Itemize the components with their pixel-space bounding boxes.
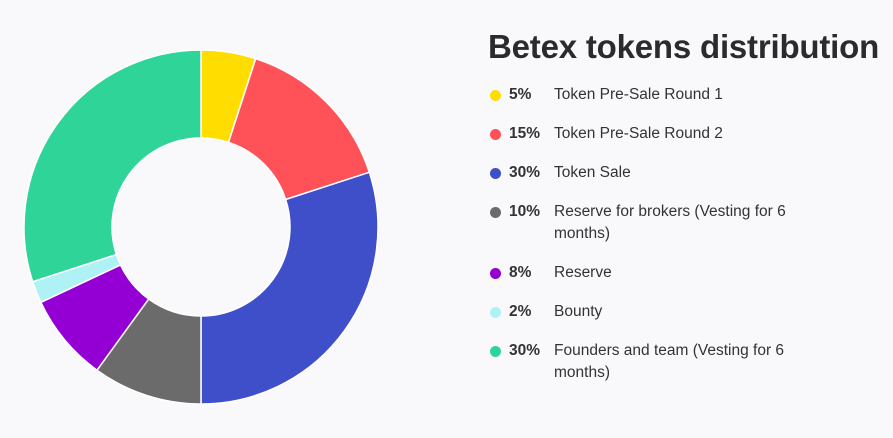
legend: 5% Token Pre-Sale Round 1 15% Token Pre-…	[488, 84, 888, 401]
legend-percent: 5%	[509, 86, 532, 103]
donut-slice	[200, 171, 379, 405]
legend-item: 2% Bounty	[488, 301, 888, 340]
legend-percent: 30%	[509, 164, 541, 181]
legend-swatch	[490, 207, 501, 218]
legend-swatch	[490, 90, 501, 101]
legend-item: 30% Token Sale	[488, 162, 888, 201]
legend-percent: 30%	[509, 342, 541, 359]
legend-label: Reserve for brokers (Vesting for 6 month…	[554, 203, 786, 242]
legend-label: Token Pre-Sale Round 1	[554, 86, 723, 103]
legend-item: 30% Founders and team (Vesting for 6 mon…	[488, 340, 888, 401]
legend-percent: 10%	[509, 203, 541, 220]
legend-swatch	[490, 307, 501, 318]
legend-label: Reserve	[554, 264, 612, 281]
legend-item: 5% Token Pre-Sale Round 1	[488, 84, 888, 123]
legend-swatch	[490, 268, 501, 279]
legend-item: 15% Token Pre-Sale Round 2	[488, 123, 888, 162]
legend-percent: 8%	[509, 264, 532, 281]
legend-label: Bounty	[554, 303, 603, 320]
chart-title: Betex tokens distribution	[488, 28, 880, 65]
legend-swatch	[490, 168, 501, 179]
legend-percent: 2%	[509, 303, 532, 320]
legend-label: Token Pre-Sale Round 2	[554, 125, 723, 142]
legend-label: Token Sale	[554, 164, 631, 181]
legend-swatch	[490, 129, 501, 140]
donut-slice	[227, 57, 371, 201]
legend-item: 8% Reserve	[488, 262, 888, 301]
donut-slice	[23, 49, 202, 283]
legend-percent: 15%	[509, 125, 541, 142]
legend-item: 10% Reserve for brokers (Vesting for 6 m…	[488, 201, 888, 262]
donut-chart	[23, 49, 379, 405]
legend-swatch	[490, 346, 501, 357]
legend-label: Founders and team (Vesting for 6 months)	[554, 342, 785, 381]
